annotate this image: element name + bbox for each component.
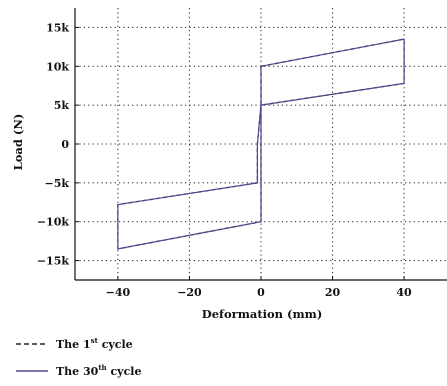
x-tick-label: 0: [257, 286, 265, 299]
y-tick-label: −10k: [37, 216, 70, 229]
x-tick-label: 20: [325, 286, 341, 299]
y-tick-label: 5k: [54, 99, 70, 112]
x-tick-label: 40: [396, 286, 412, 299]
series-line-2: [117, 38, 405, 250]
y-tick-label: 15k: [46, 21, 69, 34]
legend-label-1: The 1st cycle: [56, 336, 133, 351]
y-tick-label: −15k: [37, 255, 70, 268]
y-tick-label: 10k: [46, 60, 69, 73]
legend: The 1st cycle The 30th cycle: [16, 336, 141, 378]
legend-label-2: The 30th cycle: [56, 363, 141, 378]
axes: [74, 8, 447, 281]
x-tick-label: −40: [106, 286, 131, 299]
y-tick-label: −5k: [45, 177, 70, 190]
plot-series: [117, 38, 405, 250]
tick-labels: 15k 10k 5k 0 −5k −10k −15k −40 −20 0 20 40: [37, 21, 412, 299]
y-axis-title: Load (N): [11, 114, 25, 171]
x-tick-label: −20: [177, 286, 202, 299]
x-axis-title: Deformation (mm): [202, 307, 323, 321]
y-tick-label: 0: [61, 138, 69, 151]
